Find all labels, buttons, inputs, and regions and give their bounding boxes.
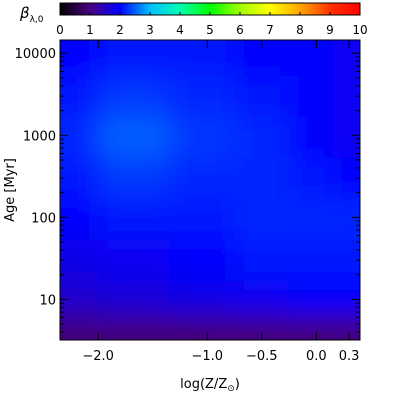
heatmap-cell — [60, 115, 100, 158]
heatmap-cell — [332, 40, 360, 76]
y-tick-label: 10000 — [15, 47, 56, 62]
heatmap-cell — [234, 115, 291, 158]
heatmap-cell — [289, 197, 334, 240]
heatmap-cell — [98, 156, 171, 199]
heatmap-cell — [332, 115, 360, 158]
heatmap-cell — [289, 238, 334, 281]
x-tick-label: −0.5 — [246, 349, 278, 364]
x-axis-title: log(Z/Z⊙) — [180, 377, 240, 394]
x-axis-title-close: ) — [235, 377, 240, 392]
heatmap-cell — [234, 279, 291, 317]
heatmap-cell — [332, 156, 360, 199]
colorbar-tick-label: 9 — [326, 23, 334, 37]
heatmap-cell — [332, 238, 360, 281]
y-tick-label: 1000 — [23, 129, 56, 144]
heatmap-cell — [289, 279, 334, 317]
x-tick-label: 0.3 — [339, 349, 360, 364]
heatmap-cell — [169, 74, 236, 117]
plot-area — [60, 40, 360, 340]
colorbar-tick-label: 5 — [206, 23, 214, 37]
colorbar-tick-label: 0 — [56, 23, 64, 37]
heatmap-cell — [332, 74, 360, 117]
heatmap-cell — [60, 197, 100, 240]
colorbar-tick-label: 10 — [352, 23, 367, 37]
heatmap-cell — [60, 238, 100, 281]
heatmap-cell — [98, 74, 171, 117]
x-axis-title-subscript: ⊙ — [227, 384, 235, 394]
heatmap-cell — [169, 315, 236, 340]
heatmap-cell — [332, 197, 360, 240]
colorbar-tick-label: 8 — [296, 23, 304, 37]
colorbar-tick-label: 6 — [236, 23, 244, 37]
heatmap-cell — [234, 74, 291, 117]
heatmap-cell — [169, 197, 236, 240]
heatmap-cell — [169, 115, 236, 158]
heatmap-cell — [234, 197, 291, 240]
heatmap-cell — [98, 238, 171, 281]
colorbar-tick-label: 2 — [116, 23, 124, 37]
colorbar-tick-label: 3 — [146, 23, 154, 37]
heatmap-cell — [332, 279, 360, 317]
heatmap-cell — [289, 156, 334, 199]
heatmap-cell — [234, 156, 291, 199]
heatmap-cell — [98, 279, 171, 317]
heatmap-cell — [169, 40, 236, 76]
heatmap-cell — [60, 315, 100, 340]
x-axis-title-text: log(Z/Z — [180, 377, 227, 392]
y-axis: 10 100 1000 10000 — [15, 47, 360, 333]
heatmap-cell — [289, 115, 334, 158]
colorbar-tick-label: 4 — [176, 23, 184, 37]
heatmap-cell — [169, 238, 236, 281]
y-tick-label: 100 — [31, 211, 56, 226]
colorbar-title-symbol: β — [19, 4, 30, 22]
heatmap-cell — [98, 197, 171, 240]
heatmap-cell — [60, 40, 100, 76]
colorbar-tick-label: 7 — [266, 23, 274, 37]
x-axis: −2.0 −1.0 −0.5 0.0 0.3 — [82, 40, 359, 364]
heatmap-cell — [332, 315, 360, 340]
heatmap-cell — [98, 40, 171, 76]
y-tick-label: 10 — [39, 293, 56, 308]
x-tick-label: −1.0 — [191, 349, 223, 364]
plot-frame — [59, 39, 361, 341]
heatmap-cells — [60, 40, 360, 340]
heatmap-cell — [98, 115, 171, 158]
heatmap-cell — [289, 315, 334, 340]
y-axis-title: Age [Myr] — [3, 158, 18, 222]
colorbar-title: βλ,0 — [19, 4, 44, 25]
colorbar-title-subscript: λ,0 — [30, 15, 44, 25]
heatmap-cell — [60, 156, 100, 199]
colorbar-ticks: 0 1 2 3 4 5 6 7 8 9 10 — [56, 12, 368, 37]
heatmap-cell — [60, 74, 100, 117]
heatmap-cell — [169, 279, 236, 317]
heatmap-cell — [289, 40, 334, 76]
heatmap-cell — [289, 74, 334, 117]
x-tick-label: −2.0 — [82, 349, 114, 364]
heatmap-cell — [169, 156, 236, 199]
heatmap-cell — [234, 238, 291, 281]
heatmap-cell — [60, 279, 100, 317]
heatmap-cell — [234, 315, 291, 340]
x-tick-label: 0.0 — [306, 349, 327, 364]
heatmap-cell — [98, 315, 171, 340]
colorbar-tick-label: 1 — [86, 23, 94, 37]
